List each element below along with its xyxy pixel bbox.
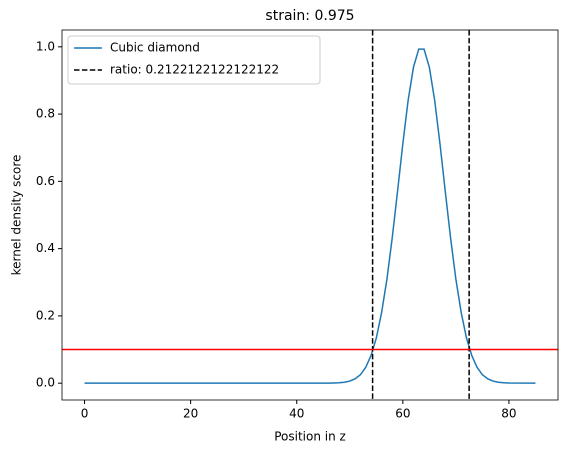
data-line [84,48,536,384]
x-tick-label: 60 [395,407,410,421]
y-tick-label: 0.2 [36,308,55,322]
legend-box [67,35,321,85]
x-tick-label: 80 [501,407,516,421]
chart-title: strain: 0.975 [265,8,354,24]
y-tick-label: 0.8 [36,107,55,121]
axes-frame [61,29,559,401]
x-axis-label: Position in z [274,430,346,444]
y-tick-label: 0.6 [36,174,55,188]
y-tick-label: 1.0 [36,39,55,53]
x-tick-label: 20 [183,407,198,421]
y-tick-label: 0.0 [36,376,55,390]
legend-label: ratio: 0.2122122122122122 [110,63,279,77]
x-tick-label: 40 [289,407,304,421]
y-tick-label: 0.4 [36,241,55,255]
plot-area [62,30,558,400]
y-axis-label: kernel density score [10,155,24,276]
x-tick-label: 0 [81,407,89,421]
legend-label: Cubic diamond [110,41,200,55]
